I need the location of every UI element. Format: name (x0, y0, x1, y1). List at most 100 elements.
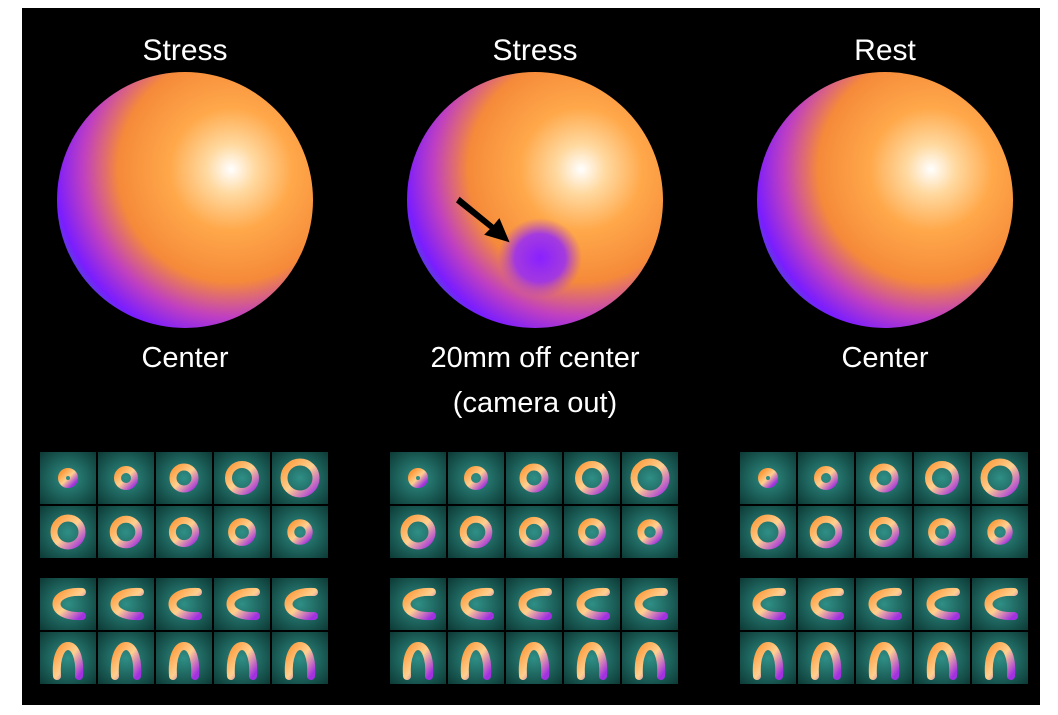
slice (972, 452, 1028, 504)
slice-bg (914, 506, 970, 558)
slice (98, 452, 154, 504)
slice-bg (622, 632, 678, 684)
slice-bg (856, 578, 912, 630)
slice-bg (40, 452, 96, 504)
slice (798, 632, 854, 684)
slice-bg (156, 578, 212, 630)
polar-maps (57, 72, 1013, 328)
slice (622, 452, 678, 504)
slice (914, 506, 970, 558)
panel-title: Stress (492, 34, 577, 67)
slice-bg (40, 578, 96, 630)
slice-bg (972, 632, 1028, 684)
slice-bg (740, 578, 796, 630)
slice-bg (156, 632, 212, 684)
slice (740, 578, 796, 630)
slice-bg (272, 578, 328, 630)
defect (498, 218, 582, 298)
slice (740, 452, 796, 504)
slice (156, 632, 212, 684)
slice (98, 578, 154, 630)
slice (856, 506, 912, 558)
slice-bg (98, 632, 154, 684)
slice (856, 452, 912, 504)
slice-bg (448, 452, 504, 504)
slice (622, 506, 678, 558)
slice-bg (448, 506, 504, 558)
slice (740, 632, 796, 684)
slice-bg (972, 578, 1028, 630)
slice-bg (798, 452, 854, 504)
slice-bg (856, 452, 912, 504)
slice-bg (856, 506, 912, 558)
slice-bg (856, 632, 912, 684)
slice-bg (40, 632, 96, 684)
slice (506, 578, 562, 630)
slice-bg (98, 452, 154, 504)
panel-title: Rest (854, 34, 916, 67)
slice (390, 506, 446, 558)
slice-bg (914, 452, 970, 504)
slice-bg (98, 506, 154, 558)
slice-bg (272, 506, 328, 558)
slice-bg (156, 452, 212, 504)
slice (798, 452, 854, 504)
slice (390, 632, 446, 684)
slice (506, 506, 562, 558)
slice-bg (740, 632, 796, 684)
slice-bg (740, 506, 796, 558)
slice (448, 506, 504, 558)
slice (972, 632, 1028, 684)
slice-bg (390, 632, 446, 684)
slice (214, 632, 270, 684)
slice-bg (564, 632, 620, 684)
panel-caption: Center (841, 342, 928, 374)
slice-bg (390, 578, 446, 630)
slice (156, 452, 212, 504)
panel-caption: 20mm off center (430, 342, 639, 374)
slice (214, 506, 270, 558)
slice (506, 632, 562, 684)
slice (564, 578, 620, 630)
slice-bg (564, 578, 620, 630)
slice (856, 578, 912, 630)
slice (914, 578, 970, 630)
slice-bg (972, 506, 1028, 558)
polar-map (757, 72, 1013, 328)
slice (564, 632, 620, 684)
slice (40, 578, 96, 630)
slice-bg (214, 452, 270, 504)
polar-map (57, 72, 313, 328)
slice (506, 452, 562, 504)
slice (622, 632, 678, 684)
slice (272, 578, 328, 630)
slice (98, 506, 154, 558)
slice (622, 578, 678, 630)
slice (214, 452, 270, 504)
panel-caption: (camera out) (453, 387, 617, 419)
slice (272, 506, 328, 558)
slice-bg (506, 578, 562, 630)
slice-bg (798, 506, 854, 558)
slice-bg (622, 578, 678, 630)
slice (448, 452, 504, 504)
slice-bg (798, 578, 854, 630)
slice (448, 632, 504, 684)
slice (272, 452, 328, 504)
slice-bg (40, 506, 96, 558)
slice (564, 452, 620, 504)
slice (40, 452, 96, 504)
slice (740, 506, 796, 558)
slice-bg (214, 632, 270, 684)
slice (40, 506, 96, 558)
slice-bg (622, 506, 678, 558)
page: StressCenterStress20mm off center(camera… (0, 0, 1058, 715)
slice (156, 506, 212, 558)
slice (390, 578, 446, 630)
slice-bg (390, 506, 446, 558)
slice (272, 632, 328, 684)
slice-bg (798, 632, 854, 684)
slice-bg (98, 578, 154, 630)
slice-bg (914, 578, 970, 630)
slice-bg (914, 632, 970, 684)
